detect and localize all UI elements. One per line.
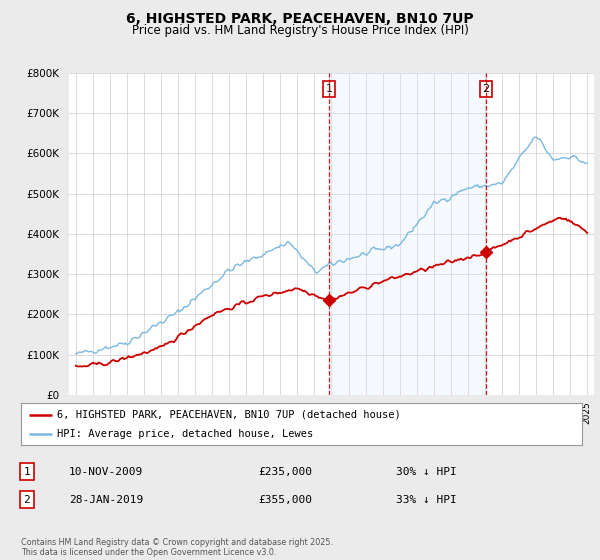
Text: 6, HIGHSTED PARK, PEACEHAVEN, BN10 7UP (detached house): 6, HIGHSTED PARK, PEACEHAVEN, BN10 7UP (… <box>58 409 401 419</box>
Text: HPI: Average price, detached house, Lewes: HPI: Average price, detached house, Lewe… <box>58 429 314 439</box>
Text: 10-NOV-2009: 10-NOV-2009 <box>69 466 143 477</box>
Text: 6, HIGHSTED PARK, PEACEHAVEN, BN10 7UP: 6, HIGHSTED PARK, PEACEHAVEN, BN10 7UP <box>126 12 474 26</box>
Text: Price paid vs. HM Land Registry's House Price Index (HPI): Price paid vs. HM Land Registry's House … <box>131 24 469 36</box>
Text: £235,000: £235,000 <box>258 466 312 477</box>
Text: 33% ↓ HPI: 33% ↓ HPI <box>396 494 457 505</box>
Bar <box>329 73 486 395</box>
Text: 28-JAN-2019: 28-JAN-2019 <box>69 494 143 505</box>
Text: 30% ↓ HPI: 30% ↓ HPI <box>396 466 457 477</box>
Text: 1: 1 <box>23 466 31 477</box>
Text: £355,000: £355,000 <box>258 494 312 505</box>
Text: 2: 2 <box>23 494 31 505</box>
Text: 1: 1 <box>326 84 332 94</box>
Text: 2: 2 <box>482 84 490 94</box>
Text: Contains HM Land Registry data © Crown copyright and database right 2025.
This d: Contains HM Land Registry data © Crown c… <box>21 538 333 557</box>
